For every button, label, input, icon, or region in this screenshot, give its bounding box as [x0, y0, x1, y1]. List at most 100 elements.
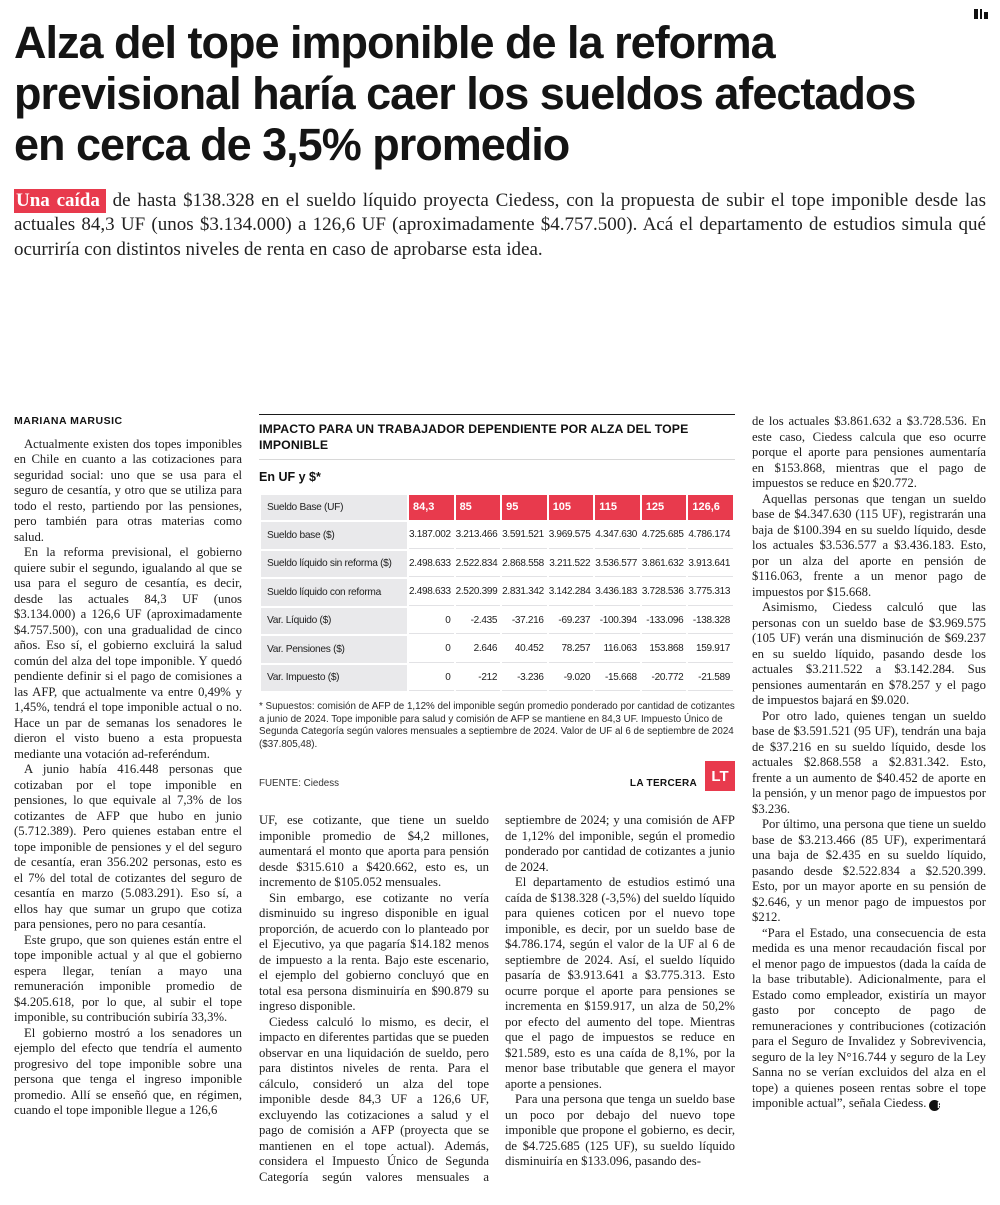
table-header-cell: 115: [595, 494, 640, 521]
table-row: Sueldo base ($) 3.187.002 3.213.466 3.591.5…: [261, 522, 733, 549]
middle-text: UF, ese cotizante, que tiene un sueldo i…: [259, 813, 735, 1185]
table-cell: 3.775.313: [688, 579, 733, 606]
table-header-cell: 105: [548, 494, 594, 521]
table-cell: 4.347.630: [595, 522, 640, 549]
table-cell: -100.394: [595, 607, 640, 635]
column-4-text: de los actuales $3.861.632 a $3.728.536.…: [752, 414, 986, 1112]
paragraph: El gobierno mostró a los senadores un ej…: [14, 1025, 242, 1118]
source-label: FUENTE: Ciedess: [259, 777, 340, 789]
table-cell: -138.328: [688, 607, 733, 635]
paragraph: “Para el Estado, una consecuencia de est…: [752, 925, 986, 1112]
credit: LA TERCERA LT: [629, 761, 735, 792]
table-cell: -69.237: [548, 607, 594, 635]
table-body: Sueldo base ($) 3.187.002 3.213.466 3.591.5…: [261, 522, 733, 692]
paragraph: de los actuales $3.861.632 a $3.728.536.…: [752, 414, 986, 491]
paragraph: Asimismo, Ciedess calculó que las person…: [752, 600, 986, 708]
table-cell: 2.498.633: [409, 579, 454, 606]
table-cell: 2.868.558: [502, 550, 547, 578]
byline: MARIANA MARUSIC: [14, 415, 123, 428]
table-row: Sueldo líquido sin reforma ($) 2.498.633 2…: [261, 550, 733, 578]
table-header-row: Sueldo Base (UF) 84,3 85 95 105 115 125 126,6: [261, 494, 733, 521]
lead-text: de hasta $138.328 en el sueldo líquido p…: [14, 189, 986, 260]
table-cell: -9.020: [548, 664, 594, 692]
row-label: Var. Impuesto ($): [261, 664, 407, 692]
column-1: MARIANA MARUSIC Actualmente existen dos …: [14, 414, 242, 1185]
lead-highlight: Una caída: [14, 188, 106, 213]
table-cell: 3.213.466: [455, 522, 501, 549]
table-row: Sueldo líquido con reforma 2.498.633 2.520…: [261, 579, 733, 606]
lt-logo-icon: LT: [705, 761, 735, 792]
table-cell: 3.142.284: [548, 579, 594, 606]
paragraph: Por último, una persona que tiene un sue…: [752, 817, 986, 925]
table-cell: 159.917: [688, 636, 733, 663]
row-label: Sueldo líquido sin reforma ($): [261, 550, 407, 578]
table-cell: 0: [409, 607, 454, 635]
paragraph: Para una persona que tenga un sueldo bas…: [505, 1092, 735, 1169]
table-header-cell: 126,6: [688, 494, 733, 521]
paragraph: UF, ese cotizante, que tiene un sueldo i…: [259, 813, 489, 890]
table-cell: 4.786.174: [688, 522, 733, 549]
table-row: Var. Líquido ($) 0 -2.435 -37.216 -69.237 -10…: [261, 607, 733, 635]
paragraph: En la reforma previsional, el gobierno q…: [14, 545, 242, 761]
table-cell: 3.436.183: [595, 579, 640, 606]
table-header-cell: 84,3: [409, 494, 454, 521]
table-cell: 40.452: [502, 636, 547, 663]
column-middle: IMPACTO PARA UN TRABAJADOR DEPENDIENTE P…: [259, 414, 735, 1185]
row-label: Var. Pensiones ($): [261, 636, 407, 663]
table-cell: 3.913.641: [688, 550, 733, 578]
paragraph: Este grupo, que son quienes están entre …: [14, 932, 242, 1025]
table-cell: -2.435: [455, 607, 501, 635]
table-cell: 2.522.834: [455, 550, 501, 578]
table-cell: 0: [409, 664, 454, 692]
lead-paragraph: Una caída de hasta $138.328 en el sueldo…: [14, 188, 986, 263]
table-cell: 2.498.633: [409, 550, 454, 578]
column-4: de los actuales $3.861.632 a $3.728.536.…: [752, 414, 986, 1185]
infographic-footnote: * Supuestos: comisión de AFP de 1,12% de…: [259, 701, 735, 750]
table-cell: 153.868: [641, 636, 687, 663]
infographic-title: IMPACTO PARA UN TRABAJADOR DEPENDIENTE P…: [259, 414, 735, 461]
credit-label: LA TERCERA: [629, 777, 697, 789]
paragraph: Aquellas personas que tengan un sueldo b…: [752, 491, 986, 599]
table-cell: 3.536.577: [595, 550, 640, 578]
table-cell: -15.668: [595, 664, 640, 692]
paragraph: Actualmente existen dos topes imponibles…: [14, 436, 242, 544]
table-cell: 116.063: [595, 636, 640, 663]
table-cell: 3.861.632: [641, 550, 687, 578]
table-header-cell: 125: [641, 494, 687, 521]
paragraph: El departamento de estudios estimó una c…: [505, 875, 735, 1091]
table-cell: 2.646: [455, 636, 501, 663]
infographic: IMPACTO PARA UN TRABAJADOR DEPENDIENTE P…: [259, 414, 735, 792]
table-cell: 3.591.521: [502, 522, 547, 549]
table-cell: 2.831.342: [502, 579, 547, 606]
article-body: MARIANA MARUSIC Actualmente existen dos …: [14, 414, 986, 1185]
table-cell: 3.187.002: [409, 522, 454, 549]
table-header-cell: 85: [455, 494, 501, 521]
impact-table: Sueldo Base (UF) 84,3 85 95 105 115 125 126,6 …: [259, 493, 735, 694]
end-mark-icon: P: [929, 1100, 943, 1112]
table-cell: -212: [455, 664, 501, 692]
infographic-subtitle: En UF y $*: [259, 470, 321, 485]
row-label: Sueldo base ($): [261, 522, 407, 549]
table-header-cell: 95: [502, 494, 547, 521]
table-cell: 2.520.399: [455, 579, 501, 606]
column-1-text: Actualmente existen dos topes imponibles…: [14, 437, 242, 1119]
table-header-label: Sueldo Base (UF): [261, 494, 407, 521]
table-cell: 3.969.575: [548, 522, 594, 549]
table-cell: -21.589: [688, 664, 733, 692]
table-cell: -133.096: [641, 607, 687, 635]
table-cell: -3.236: [502, 664, 547, 692]
table-row: Var. Impuesto ($) 0 -212 -3.236 -9.020 -15.66…: [261, 664, 733, 692]
paragraph: A junio había 416.448 personas que cotiz…: [14, 762, 242, 932]
row-label: Var. Líquido ($): [261, 607, 407, 635]
table-cell: 3.728.536: [641, 579, 687, 606]
row-label: Sueldo líquido con reforma: [261, 579, 407, 606]
table-cell: 4.725.685: [641, 522, 687, 549]
page-corner-mark-icon: [974, 6, 988, 24]
infographic-source-row: FUENTE: Ciedess LA TERCERA LT: [259, 761, 735, 792]
table-cell: -20.772: [641, 664, 687, 692]
paragraph: Sin embargo, ese cotizante no vería dism…: [259, 890, 489, 1014]
article-header: Alza del tope imponible de la reforma pr…: [14, 17, 986, 263]
table-cell: 78.257: [548, 636, 594, 663]
paragraph: Por otro lado, quienes tengan un sueldo …: [752, 708, 986, 816]
